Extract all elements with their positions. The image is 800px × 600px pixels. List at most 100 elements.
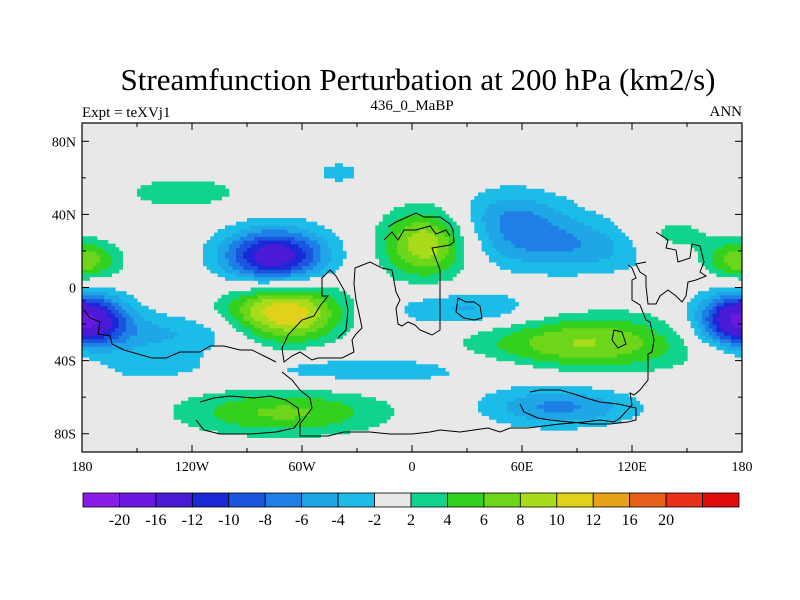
contour-cell — [137, 327, 171, 332]
contour-cell — [316, 327, 332, 332]
contour-cell — [562, 327, 618, 332]
contour-cell — [316, 316, 329, 321]
contour-cell — [320, 313, 332, 318]
contour-cell — [258, 280, 270, 285]
contour-cell — [309, 298, 325, 303]
contour-cell — [173, 408, 215, 413]
contour-cell — [397, 236, 409, 241]
contour-cell — [313, 265, 325, 270]
contour-cell — [397, 232, 413, 237]
contour-cell — [511, 324, 541, 329]
contour-cell — [434, 214, 450, 219]
contour-cell — [305, 250, 314, 256]
contour-cell — [327, 320, 340, 325]
contour-cell — [474, 229, 486, 234]
contour-cell — [327, 331, 347, 336]
colorbar-label: 20 — [658, 512, 674, 529]
contour-cell — [720, 294, 742, 300]
contour-cell — [507, 404, 538, 409]
contour-cell — [709, 287, 742, 292]
contour-cell — [731, 320, 742, 325]
contour-cell — [474, 196, 567, 201]
contour-cell — [104, 294, 120, 300]
contour-cell — [602, 397, 637, 402]
contour-cell — [412, 261, 439, 267]
contour-cell — [173, 335, 215, 340]
contour-cell — [331, 247, 343, 252]
contour-cell — [82, 349, 90, 354]
contour-cell — [313, 247, 321, 252]
axes: 180 120W 60W 0 60E 120E 180 80N 40N 0 40S 80S — [52, 123, 753, 475]
contour-cell — [716, 247, 742, 252]
contour-cell — [588, 309, 629, 314]
contour-cell — [588, 393, 629, 398]
contour-cell — [239, 309, 252, 314]
contour-cell — [118, 302, 131, 307]
contour-cell — [661, 232, 706, 237]
contour-cell — [313, 302, 329, 307]
contour-cell — [243, 302, 255, 307]
contour-cell — [239, 422, 329, 428]
colorbar-label: 12 — [585, 512, 601, 529]
contour-cell — [85, 298, 105, 303]
colorbar-swatch — [410, 492, 448, 508]
contour-cell — [228, 302, 244, 307]
x-tick-label: 180 — [72, 460, 93, 475]
contour-cell — [140, 185, 226, 190]
colorbar-label: 2 — [407, 512, 415, 529]
contour-cell — [507, 254, 611, 259]
contour-cell — [82, 272, 112, 278]
contour-cell — [694, 313, 703, 318]
contour-cell — [654, 327, 673, 332]
contour-cell — [298, 261, 310, 267]
contour-cell — [514, 243, 582, 248]
contour-cell — [731, 338, 742, 343]
contour-cell — [331, 313, 343, 318]
contour-cell — [129, 313, 142, 318]
contour-cell — [412, 221, 431, 226]
contour-cell — [698, 324, 706, 329]
contour-cell — [404, 309, 512, 314]
contour-cell — [320, 335, 343, 340]
contour-cell — [254, 272, 292, 278]
contour-cell — [82, 291, 109, 296]
colorbar-swatch — [155, 492, 193, 508]
contour-cell — [382, 265, 398, 270]
contour-cell — [430, 272, 457, 278]
contour-cell — [698, 254, 714, 259]
contour-cell — [522, 258, 600, 263]
contour-cell — [327, 305, 343, 311]
contour-cell — [514, 397, 604, 402]
contour-cell — [709, 294, 721, 300]
contour-cell — [698, 302, 710, 307]
contour-cell — [478, 192, 556, 197]
contour-cell — [309, 272, 325, 278]
contour-cell — [437, 250, 450, 256]
coastline — [83, 212, 708, 437]
contour-cell — [243, 250, 255, 256]
contour-cell — [500, 345, 534, 351]
contour-cell — [525, 415, 596, 420]
contour-cell — [665, 236, 742, 241]
contour-cell — [236, 247, 248, 252]
contour-cell — [291, 239, 307, 245]
contour-cell — [529, 342, 574, 347]
contour-cell — [111, 254, 123, 259]
contour-cell — [225, 236, 241, 241]
contour-cell — [712, 316, 717, 321]
contour-cell — [82, 254, 101, 259]
contour-cell — [617, 353, 662, 358]
contour-cell — [720, 313, 732, 318]
contour-cell — [107, 338, 127, 343]
contour-cell — [632, 320, 666, 325]
contour-cell — [690, 298, 703, 303]
contour-cell — [573, 338, 596, 343]
contour-cell — [544, 400, 574, 406]
contour-cell — [206, 265, 222, 270]
contour-cell — [690, 324, 699, 329]
contour-cell — [331, 258, 343, 263]
contour-cell — [591, 225, 618, 230]
contour-cell — [324, 397, 376, 402]
contour-cell — [404, 269, 442, 274]
contour-cell — [448, 239, 457, 245]
